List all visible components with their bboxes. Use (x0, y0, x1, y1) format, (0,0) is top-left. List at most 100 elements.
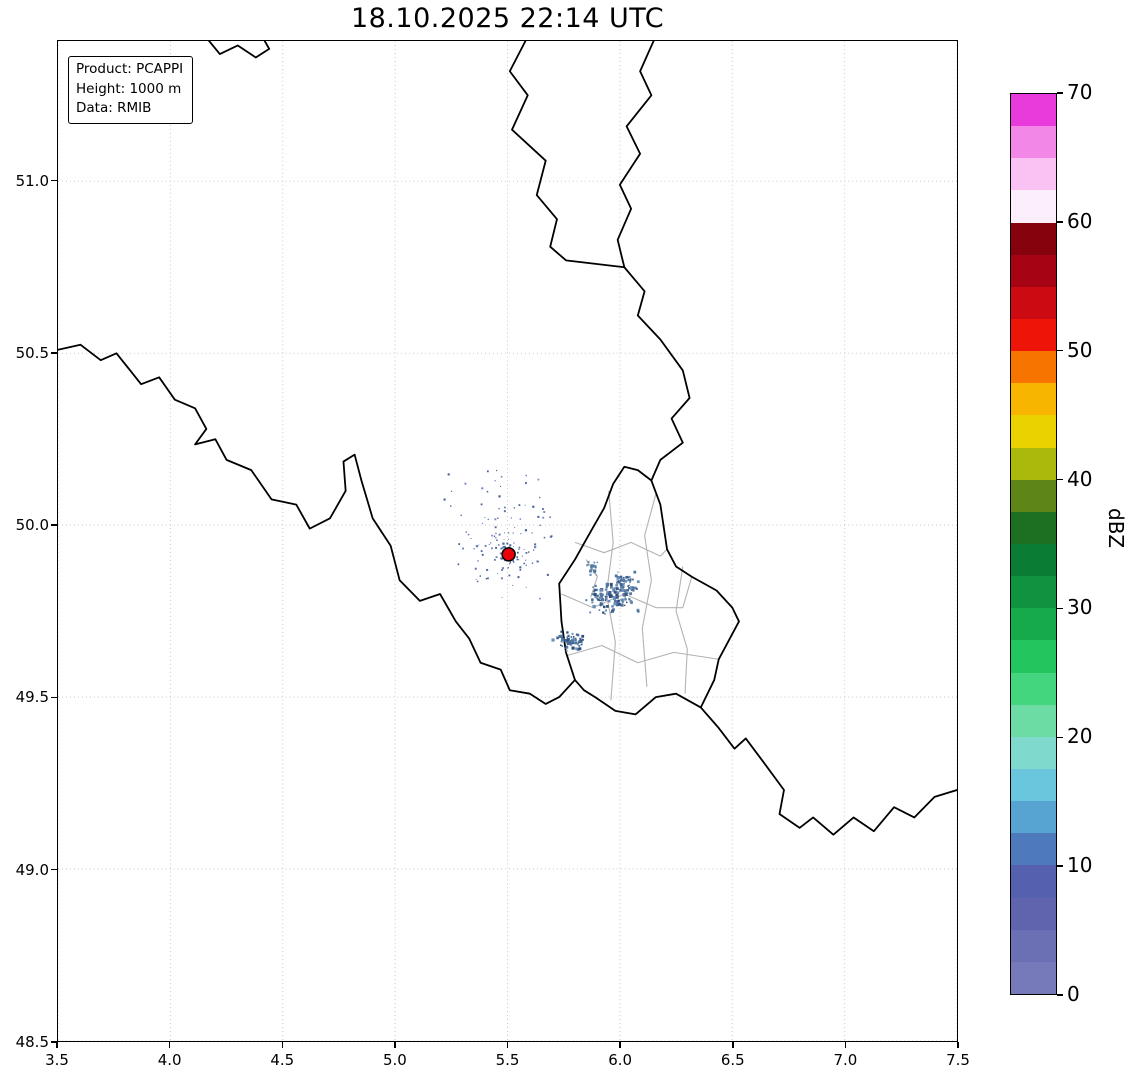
radar-echo-pixel (594, 588, 597, 592)
x-tick-mark (957, 1042, 959, 1048)
radar-echo-pixel (465, 531, 467, 533)
colorbar-band (1011, 897, 1056, 930)
radar-echo-pixel (608, 594, 613, 598)
radar-echo-pixel (513, 542, 515, 544)
radar-echo-pixel (478, 544, 480, 546)
radar-echo-pixel (586, 563, 589, 567)
radar-echo-pixel (636, 608, 640, 612)
x-tick-label: 5.0 (382, 1051, 407, 1069)
radar-echo-pixel (494, 480, 496, 482)
radar-echoes (443, 469, 640, 652)
radar-echo-pixel (624, 589, 627, 592)
radar-echo-pixel (616, 581, 619, 584)
radar-echo-pixel (567, 634, 570, 638)
radar-echo-pixel (497, 517, 499, 519)
radar-echo-pixel (637, 610, 640, 613)
radar-echo-pixel (581, 638, 584, 641)
radar-echo-pixel (580, 639, 583, 642)
radar-echo-pixel (591, 593, 594, 596)
colorbar-band (1011, 511, 1056, 544)
x-tick-label: 6.5 (720, 1051, 745, 1069)
radar-echo-pixel (477, 560, 479, 562)
radar-echo-pixel (524, 504, 526, 506)
radar-echo-pixel (618, 603, 622, 606)
radar-echo-pixel (617, 603, 620, 606)
colorbar (1010, 93, 1057, 995)
radar-echo-pixel (594, 606, 596, 609)
radar-echo-pixel (571, 632, 574, 635)
radar-echo-pixel (604, 613, 606, 615)
radar-echo-pixel (450, 505, 452, 507)
radar-echo-pixel (628, 575, 631, 579)
radar-echo-pixel (566, 642, 569, 645)
radar-echo-pixel (533, 549, 535, 551)
radar-echo-pixel (610, 609, 615, 613)
region-border-path (675, 566, 688, 694)
radar-echo-pixel (503, 545, 506, 549)
radar-echo-pixel (498, 533, 501, 536)
radar-echo-pixel (460, 514, 462, 516)
radar-echo-pixel (610, 611, 612, 614)
radar-echo-pixel (541, 507, 545, 511)
radar-echo-pixel (503, 539, 505, 540)
radar-echo-pixel (499, 552, 502, 555)
radar-echo-pixel (625, 575, 629, 579)
radar-echo-pixel (523, 562, 526, 565)
radar-echo-pixel (518, 548, 520, 550)
radar-echo-pixel (617, 571, 619, 573)
region-border-path (565, 644, 719, 664)
radar-echo-pixel (604, 599, 607, 601)
map-canvas (58, 41, 957, 1041)
radar-echo-pixel (559, 644, 562, 647)
radar-echo-pixel (623, 582, 625, 585)
radar-echo-pixel (494, 526, 497, 529)
radar-echo-pixel (561, 638, 563, 640)
radar-echo-pixel (516, 556, 519, 559)
radar-echo-pixel (580, 640, 583, 643)
x-tick-mark (168, 1042, 171, 1048)
radar-echo-pixel (600, 597, 605, 602)
radar-echo-pixel (624, 604, 626, 607)
radar-echo-pixel (612, 588, 616, 591)
radar-echo-pixel (624, 591, 627, 594)
radar-echo-pixel (513, 507, 515, 509)
radar-echo-pixel (532, 505, 535, 508)
x-tick-label: 7.5 (946, 1051, 970, 1069)
radar-echo-pixel (616, 577, 620, 580)
radar-echo-pixel (593, 592, 597, 597)
region-border-path (561, 576, 693, 609)
radar-echo-pixel (597, 598, 600, 601)
radar-echo-pixel (480, 503, 483, 506)
radar-echo-pixel (467, 533, 470, 536)
y-tick-label: 49.5 (15, 688, 49, 707)
radar-echo-pixel (475, 545, 477, 547)
radar-echo-pixel (630, 586, 634, 590)
radar-echo-pixel (575, 633, 578, 636)
radar-echo-pixel (476, 580, 479, 583)
radar-echo-pixel (537, 515, 540, 518)
radar-echo-pixel (629, 578, 632, 580)
radar-echo-pixel (447, 473, 450, 476)
radar-echo-pixel (546, 573, 549, 576)
radar-echo-pixel (626, 601, 628, 604)
radar-echo-pixel (620, 578, 622, 581)
x-tick-mark (281, 1042, 283, 1048)
colorbar-band (1011, 351, 1056, 384)
radar-echo-pixel (501, 597, 503, 598)
radar-echo-pixel (593, 561, 596, 564)
x-tick-mark (394, 1042, 396, 1048)
radar-echo-pixel (518, 546, 521, 549)
x-tick-label: 6.0 (608, 1051, 633, 1069)
radar-echo-pixel (566, 636, 569, 639)
radar-echo-pixel (549, 516, 551, 518)
radar-echo-pixel (608, 592, 611, 596)
radar-echo-pixel (629, 592, 632, 595)
radar-echo-pixel (512, 546, 514, 548)
radar-echo-pixel (568, 639, 572, 644)
radar-echo-pixel (580, 643, 583, 646)
radar-echo-pixel (551, 638, 555, 642)
radar-echo-pixel (634, 586, 637, 590)
radar-echo-pixel (589, 573, 592, 576)
colorbar-band (1011, 865, 1056, 898)
radar-echo-pixel (531, 562, 534, 564)
